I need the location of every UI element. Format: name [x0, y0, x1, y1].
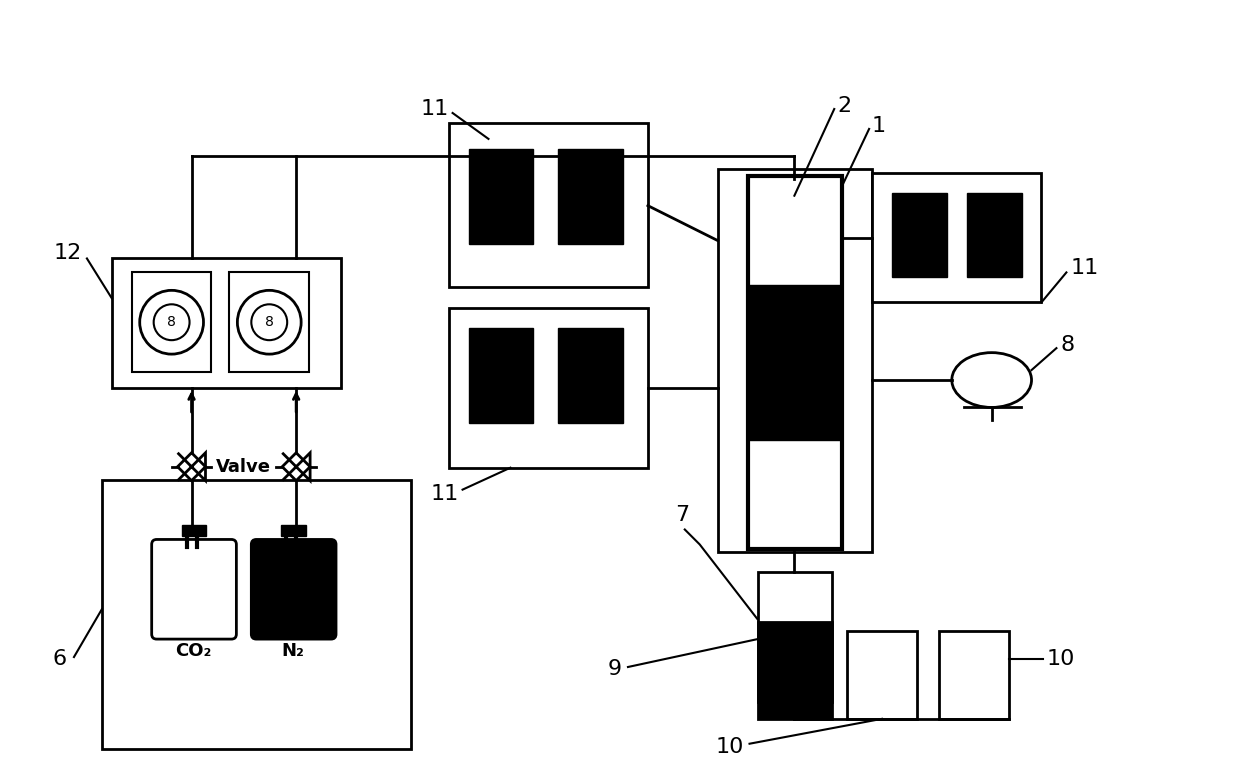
Text: N₂: N₂	[281, 642, 305, 660]
Bar	[558, 149, 622, 243]
FancyBboxPatch shape	[252, 539, 336, 639]
Text: 8: 8	[265, 315, 274, 329]
Bar	[181, 524, 207, 536]
Bar	[131, 273, 212, 372]
Bar	[112, 259, 341, 388]
Bar	[758, 622, 832, 719]
Bar	[469, 149, 533, 243]
Text: 7: 7	[675, 504, 689, 524]
Bar	[102, 479, 410, 749]
Bar	[967, 193, 1022, 277]
Bar	[718, 169, 872, 552]
Circle shape	[237, 291, 301, 354]
Text: CO₂: CO₂	[175, 642, 212, 660]
FancyBboxPatch shape	[151, 539, 237, 639]
Bar	[229, 273, 309, 372]
Bar	[939, 631, 1008, 719]
Text: 11: 11	[1070, 259, 1099, 278]
Text: 1: 1	[870, 116, 885, 136]
Text: Valve: Valve	[216, 458, 270, 476]
Bar	[281, 524, 306, 536]
Bar	[872, 172, 1042, 302]
Bar	[449, 123, 647, 287]
Text: 10: 10	[1047, 649, 1075, 669]
Bar	[758, 573, 832, 702]
Bar	[748, 176, 842, 549]
Bar	[847, 631, 916, 719]
Bar	[449, 308, 647, 468]
Text: 10: 10	[715, 737, 744, 757]
Text: 6: 6	[53, 649, 67, 669]
Text: 11: 11	[430, 483, 459, 503]
Bar	[892, 193, 947, 277]
Text: 12: 12	[53, 243, 82, 263]
Text: 8: 8	[167, 315, 176, 329]
Circle shape	[140, 291, 203, 354]
Bar	[558, 328, 622, 423]
Bar	[469, 328, 533, 423]
Text: 2: 2	[837, 96, 852, 116]
Bar	[748, 285, 842, 440]
Text: 8: 8	[1060, 335, 1075, 355]
Text: 11: 11	[420, 99, 449, 119]
Ellipse shape	[952, 353, 1032, 407]
Text: 9: 9	[608, 659, 622, 679]
